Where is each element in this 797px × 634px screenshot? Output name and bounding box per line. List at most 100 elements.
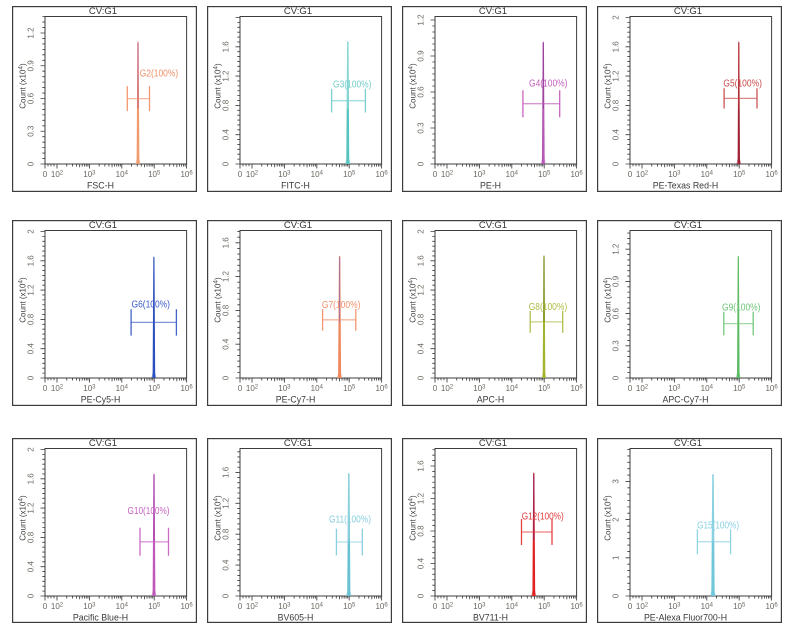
svg-text:0: 0 (612, 161, 621, 166)
svg-text:Pacific Blue-H: Pacific Blue-H (73, 613, 128, 623)
svg-text:0: 0 (238, 602, 243, 611)
svg-text:0.8: 0.8 (417, 525, 426, 537)
svg-text:0: 0 (433, 602, 438, 611)
svg-text:102: 102 (246, 384, 259, 393)
svg-text:G7(100%): G7(100%) (322, 300, 361, 311)
svg-text:0: 0 (628, 602, 633, 611)
svg-text:0: 0 (417, 593, 426, 598)
svg-text:103: 103 (473, 384, 486, 393)
svg-text:0.9: 0.9 (417, 50, 426, 62)
svg-text:0: 0 (628, 170, 633, 179)
svg-text:2: 2 (27, 229, 36, 234)
svg-text:1.2: 1.2 (27, 284, 36, 296)
svg-text:1.6: 1.6 (417, 255, 426, 267)
svg-text:105: 105 (148, 170, 161, 179)
svg-text:1.6: 1.6 (417, 460, 426, 472)
svg-text:Count (x104): Count (x104) (18, 63, 28, 109)
svg-text:Count (x104): Count (x104) (213, 63, 223, 109)
svg-text:0: 0 (612, 593, 621, 598)
svg-text:102: 102 (441, 170, 454, 179)
svg-text:105: 105 (343, 384, 356, 393)
svg-text:102: 102 (246, 602, 259, 611)
svg-text:CV:G1: CV:G1 (89, 220, 117, 231)
svg-text:FSC-H: FSC-H (87, 181, 114, 191)
svg-text:0: 0 (43, 384, 48, 393)
svg-text:0: 0 (433, 170, 438, 179)
svg-text:0: 0 (27, 161, 36, 166)
svg-text:0: 0 (222, 375, 231, 380)
svg-text:1.6: 1.6 (612, 41, 621, 53)
svg-text:104: 104 (311, 602, 324, 611)
svg-text:PE-H: PE-H (480, 181, 501, 191)
svg-text:1.2: 1.2 (27, 502, 36, 514)
svg-text:0: 0 (222, 593, 231, 598)
svg-text:103: 103 (278, 384, 291, 393)
svg-text:APC-H: APC-H (477, 395, 504, 405)
svg-text:G12(100%): G12(100%) (522, 511, 564, 522)
svg-text:102: 102 (51, 170, 64, 179)
svg-text:0.8: 0.8 (27, 531, 36, 543)
svg-text:103: 103 (473, 602, 486, 611)
svg-text:2: 2 (612, 517, 621, 522)
svg-text:Count (x104): Count (x104) (603, 495, 613, 541)
svg-text:0.8: 0.8 (612, 99, 621, 111)
svg-text:APC-Cy7-H: APC-Cy7-H (663, 395, 709, 405)
svg-text:104: 104 (311, 170, 324, 179)
svg-text:G15(100%): G15(100%) (697, 520, 739, 531)
svg-text:PE-Texas Red-H: PE-Texas Red-H (653, 181, 719, 191)
svg-text:Count (x104): Count (x104) (213, 495, 223, 541)
svg-text:0.3: 0.3 (417, 122, 426, 134)
svg-text:0.8: 0.8 (222, 528, 231, 540)
svg-text:0: 0 (238, 384, 243, 393)
svg-text:3: 3 (612, 479, 621, 484)
svg-text:Count (x104): Count (x104) (408, 63, 418, 109)
svg-text:104: 104 (116, 170, 129, 179)
svg-text:103: 103 (668, 602, 681, 611)
svg-text:CV:G1: CV:G1 (284, 438, 312, 449)
svg-text:0.8: 0.8 (417, 313, 426, 325)
svg-text:105: 105 (148, 602, 161, 611)
svg-text:106: 106 (375, 602, 388, 611)
svg-text:102: 102 (636, 602, 649, 611)
svg-text:0.8: 0.8 (222, 99, 231, 111)
svg-text:0: 0 (417, 161, 426, 166)
svg-text:0: 0 (238, 170, 243, 179)
svg-text:1.6: 1.6 (222, 466, 231, 478)
svg-text:BV605-H: BV605-H (278, 613, 314, 623)
svg-text:103: 103 (473, 170, 486, 179)
svg-text:102: 102 (246, 170, 259, 179)
svg-text:Count (x104): Count (x104) (408, 277, 418, 323)
svg-text:0: 0 (433, 384, 438, 393)
svg-text:0.4: 0.4 (222, 129, 231, 141)
svg-text:104: 104 (311, 384, 324, 393)
svg-text:0.4: 0.4 (222, 559, 231, 571)
svg-text:0: 0 (27, 593, 36, 598)
svg-text:103: 103 (278, 170, 291, 179)
svg-text:106: 106 (570, 170, 583, 179)
svg-text:104: 104 (116, 384, 129, 393)
svg-text:105: 105 (343, 170, 356, 179)
svg-text:0: 0 (222, 161, 231, 166)
svg-text:102: 102 (441, 384, 454, 393)
svg-text:G8(100%): G8(100%) (529, 302, 568, 313)
svg-text:1.6: 1.6 (222, 237, 231, 249)
svg-text:0.4: 0.4 (612, 129, 621, 141)
svg-text:CV:G1: CV:G1 (479, 6, 507, 17)
svg-text:G5(100%): G5(100%) (723, 78, 762, 89)
svg-text:CV:G1: CV:G1 (479, 220, 507, 231)
svg-text:106: 106 (180, 602, 193, 611)
svg-text:BV711-H: BV711-H (473, 613, 508, 623)
svg-text:0.4: 0.4 (222, 338, 231, 350)
svg-text:1.2: 1.2 (612, 70, 621, 82)
svg-text:1.2: 1.2 (222, 70, 231, 82)
svg-text:102: 102 (636, 384, 649, 393)
svg-text:Count (x104): Count (x104) (603, 63, 613, 109)
svg-text:0: 0 (417, 375, 426, 380)
svg-text:CV:G1: CV:G1 (284, 220, 312, 231)
svg-text:102: 102 (51, 602, 64, 611)
svg-text:0.9: 0.9 (612, 275, 621, 287)
svg-text:2: 2 (612, 15, 621, 20)
svg-text:2: 2 (27, 447, 36, 452)
svg-text:106: 106 (375, 384, 388, 393)
svg-text:Count (x104): Count (x104) (18, 495, 28, 541)
